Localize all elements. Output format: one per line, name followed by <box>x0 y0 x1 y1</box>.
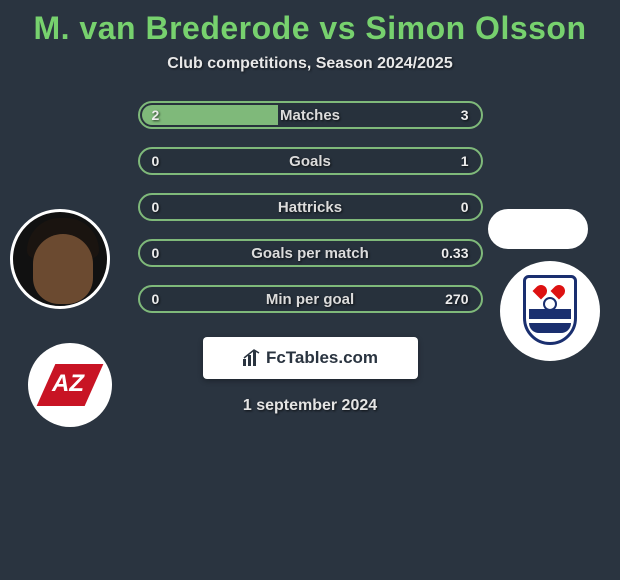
az-logo-icon: AZ <box>40 364 100 406</box>
stat-right-value: 3 <box>461 107 469 123</box>
player-left-photo <box>10 209 110 309</box>
stat-label: Goals per match <box>251 245 369 262</box>
stat-left-value: 2 <box>152 107 160 123</box>
site-badge[interactable]: FcTables.com <box>203 337 418 379</box>
stat-right-value: 0 <box>461 199 469 215</box>
stat-right-value: 0.33 <box>441 245 468 261</box>
stat-row-min-per-goal: 0 Min per goal 270 <box>138 285 483 313</box>
heerenveen-logo-icon <box>515 271 585 351</box>
face-icon <box>13 212 107 306</box>
page-subtitle: Club competitions, Season 2024/2025 <box>167 55 452 73</box>
stat-label: Min per goal <box>266 291 354 308</box>
stat-right-value: 1 <box>461 153 469 169</box>
bar-chart-icon <box>242 349 262 367</box>
page-title: M. van Brederode vs Simon Olsson <box>33 10 586 47</box>
stat-left-value: 0 <box>152 199 160 215</box>
team-right-logo <box>500 261 600 361</box>
stat-left-value: 0 <box>152 153 160 169</box>
stat-row-matches: 2 Matches 3 <box>138 101 483 129</box>
stat-left-value: 0 <box>152 291 160 307</box>
stat-row-goals: 0 Goals 1 <box>138 147 483 175</box>
stat-row-hattricks: 0 Hattricks 0 <box>138 193 483 221</box>
stat-fill <box>142 105 278 125</box>
stat-right-value: 270 <box>445 291 468 307</box>
stat-row-goals-per-match: 0 Goals per match 0.33 <box>138 239 483 267</box>
comparison-area: AZ 2 Matches 3 0 Goals <box>0 101 620 415</box>
stat-label: Matches <box>280 107 340 124</box>
player-right-photo <box>488 209 588 249</box>
infographic-container: M. van Brederode vs Simon Olsson Club co… <box>0 0 620 415</box>
site-name: FcTables.com <box>266 348 378 368</box>
stat-left-value: 0 <box>152 245 160 261</box>
date-label: 1 september 2024 <box>243 397 377 415</box>
team-left-logo: AZ <box>28 343 112 427</box>
stat-label: Hattricks <box>278 199 342 216</box>
stat-label: Goals <box>289 153 331 170</box>
